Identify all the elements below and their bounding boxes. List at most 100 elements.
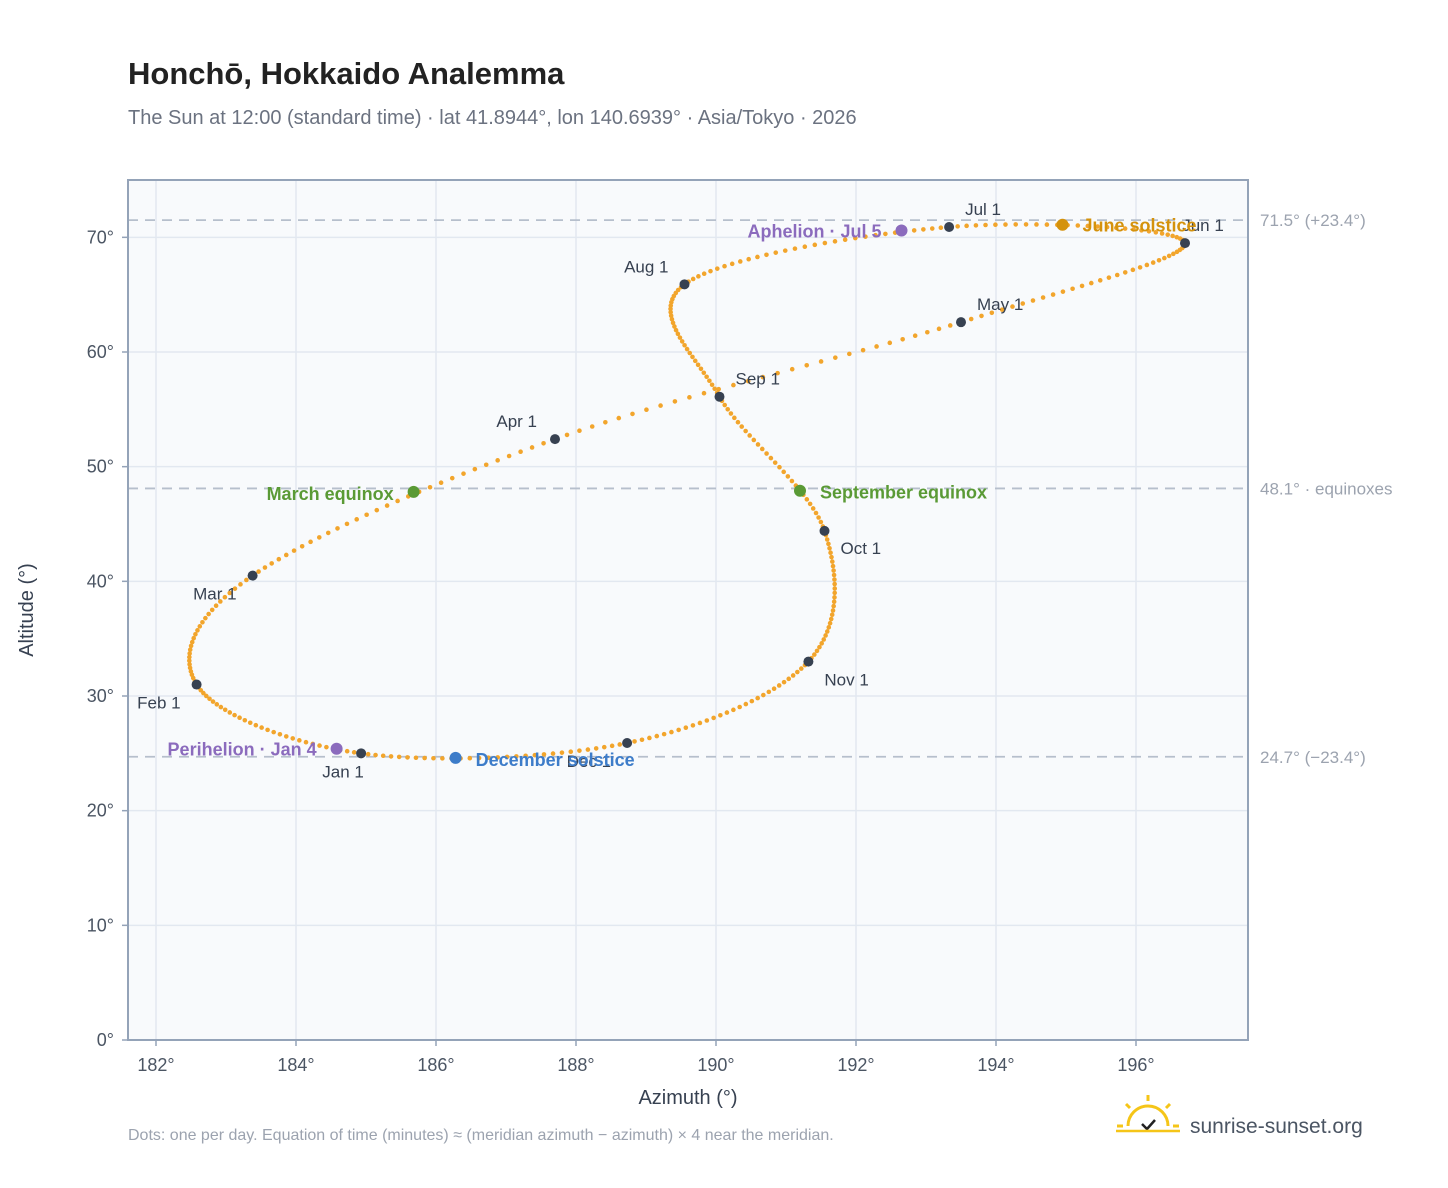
- daily-sun-dot: [207, 696, 212, 702]
- daily-sun-dot: [449, 475, 455, 481]
- month-marker-label: Aug 1: [624, 257, 668, 276]
- daily-sun-dot: [187, 665, 193, 671]
- daily-sun-dot: [711, 715, 716, 721]
- month-marker-label: Mar 1: [193, 585, 236, 604]
- daily-sun-dot: [679, 339, 685, 344]
- daily-sun-dot: [541, 440, 546, 446]
- daily-sun-dot: [701, 390, 707, 396]
- daily-sun-dot: [792, 246, 798, 251]
- daily-sun-dot: [831, 603, 836, 609]
- daily-sun-dot: [593, 746, 599, 751]
- daily-sun-dot: [187, 658, 192, 664]
- daily-sun-dot: [209, 607, 215, 613]
- brand-name: sunrise-sunset.org: [1190, 1115, 1363, 1138]
- month-marker: [247, 570, 258, 581]
- daily-sun-dot: [1146, 229, 1152, 234]
- daily-sun-dot: [729, 261, 735, 267]
- daily-sun-dot: [476, 755, 482, 761]
- y-tick-label: 20°: [87, 801, 114, 821]
- daily-sun-dot: [716, 386, 721, 392]
- event-label: Aphelion · Jul 5: [747, 221, 881, 241]
- daily-sun-dot: [973, 223, 979, 228]
- daily-sun-dot: [829, 612, 835, 618]
- daily-sun-dot: [771, 686, 777, 691]
- daily-sun-dot: [847, 351, 852, 357]
- daily-sun-dot: [714, 266, 720, 271]
- daily-sun-dot: [630, 411, 635, 417]
- plot-area: [128, 180, 1248, 1040]
- daily-sun-dot: [672, 324, 677, 329]
- daily-sun-dot: [707, 378, 712, 384]
- event-markers: June solstice Aphelion · Jul 5 March equin…: [168, 216, 1197, 770]
- daily-sun-dot: [669, 316, 675, 322]
- month-marker-label: Dec 1: [567, 752, 611, 771]
- daily-sun-dot: [283, 734, 289, 739]
- daily-sun-dot: [1085, 223, 1091, 229]
- reference-line-label: 48.1° · equinoxes: [1260, 479, 1393, 498]
- daily-sun-dot: [1150, 260, 1156, 265]
- daily-sun-dot: [1114, 272, 1120, 278]
- daily-sun-dot: [213, 603, 219, 609]
- daily-sun-dot: [189, 639, 195, 645]
- daily-sun-dot: [351, 750, 357, 755]
- daily-sun-dot: [568, 749, 574, 755]
- daily-sun-dot: [832, 239, 838, 244]
- daily-sun-dot: [772, 460, 778, 465]
- daily-sun-dot: [335, 526, 340, 531]
- daily-sun-dot: [238, 582, 243, 587]
- daily-sun-dot: [814, 648, 820, 654]
- daily-sun-dot: [232, 712, 237, 718]
- month-marker-label: Nov 1: [824, 671, 868, 690]
- daily-sun-dot: [514, 754, 519, 759]
- daily-sun-dot: [828, 550, 833, 555]
- daily-sun-dot: [564, 432, 570, 438]
- daily-sun-dot: [1153, 230, 1159, 235]
- daily-sun-dot: [237, 715, 242, 721]
- daily-sun-dot: [911, 228, 917, 233]
- daily-sun-dot: [206, 611, 211, 617]
- reference-lines: 71.5° (+23.4°) 48.1° · equinoxes 24.7° (−2…: [128, 211, 1393, 767]
- daily-sun-dot: [364, 512, 369, 518]
- daily-sun-dot: [983, 222, 988, 228]
- daily-sun-dot: [755, 442, 761, 447]
- daily-sun-dot: [203, 615, 208, 621]
- daily-sun-dot: [777, 464, 782, 470]
- daily-sun-dot: [722, 263, 727, 269]
- daily-sun-dot: [188, 669, 194, 674]
- daily-sun-dot: [683, 725, 689, 730]
- daily-sun-dot: [218, 704, 224, 710]
- x-tick-label: 184°: [277, 1055, 314, 1075]
- daily-sun-dot: [187, 654, 192, 660]
- daily-sun-dot: [979, 313, 984, 319]
- month-marker: [819, 525, 830, 536]
- daily-sun-dot: [759, 446, 765, 452]
- daily-sun-dot: [824, 629, 830, 634]
- daily-sun-dot: [938, 225, 944, 231]
- daily-sun-dot: [585, 747, 591, 752]
- daily-sun-dot: [669, 729, 674, 735]
- x-tick-label: 190°: [697, 1055, 734, 1075]
- daily-sun-dot: [810, 506, 816, 511]
- daily-sun-dot: [532, 752, 538, 758]
- daily-sun-dot: [577, 428, 582, 434]
- daily-sun-dot: [344, 748, 350, 754]
- daily-sun-dot: [731, 382, 736, 388]
- daily-sun-dot: [704, 374, 709, 380]
- daily-sun-dot: [187, 662, 192, 667]
- daily-sun-dot: [1030, 298, 1036, 303]
- daily-sun-dot: [668, 309, 673, 315]
- daily-sun-dot: [1013, 222, 1019, 227]
- daily-sun-dot: [827, 620, 833, 626]
- month-marker: [956, 317, 966, 328]
- daily-sun-dot: [863, 234, 868, 239]
- daily-sun-dot: [269, 561, 274, 566]
- y-axis-label: Altitude (°): [16, 563, 38, 657]
- daily-sun-dot: [227, 590, 233, 596]
- daily-sun-dot: [831, 599, 837, 605]
- daily-sun-dot: [831, 572, 837, 578]
- daily-sun-dot: [798, 666, 804, 671]
- daily-sun-dot: [467, 755, 473, 761]
- event-label: Perihelion · Jan 4: [168, 740, 317, 760]
- daily-sun-dot: [388, 754, 394, 759]
- daily-sun-dot: [373, 752, 378, 758]
